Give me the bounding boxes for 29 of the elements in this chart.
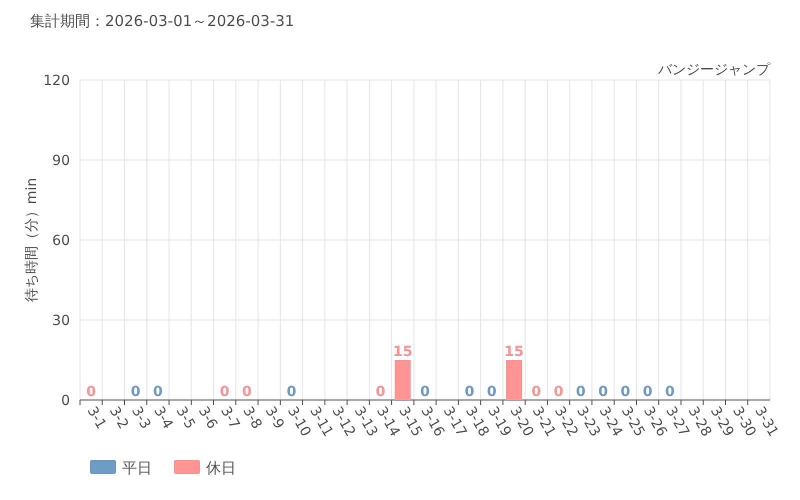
data-label: 0 <box>554 384 564 400</box>
data-label: 0 <box>531 384 542 400</box>
data-label: 0 <box>486 384 497 400</box>
data-label: 0 <box>376 384 386 400</box>
data-label: 0 <box>153 384 164 400</box>
y-tick-label: 90 <box>52 153 70 169</box>
data-label: 0 <box>242 384 252 400</box>
y-tick-label: 120 <box>43 73 70 89</box>
data-label: 0 <box>130 384 141 400</box>
data-label: 0 <box>598 384 608 400</box>
data-label: 0 <box>420 384 430 400</box>
y-tick-label: 0 <box>61 393 70 409</box>
data-label: 0 <box>576 384 586 400</box>
data-label: 15 <box>393 344 412 360</box>
y-axis-title: 待ち時間（分）min <box>24 178 40 302</box>
chart-subtitle: バンジージャンプ <box>657 62 771 78</box>
data-label: 0 <box>642 384 653 400</box>
data-label: 15 <box>504 344 524 360</box>
data-label: 0 <box>464 384 475 400</box>
legend-label: 休日 <box>206 459 236 477</box>
legend-label: 平日 <box>122 459 152 477</box>
y-tick-label: 30 <box>52 313 70 329</box>
data-label: 0 <box>220 384 230 400</box>
data-label: 0 <box>620 384 630 400</box>
y-tick-label: 60 <box>52 233 70 249</box>
data-label: 0 <box>86 384 96 400</box>
data-label: 0 <box>664 384 675 400</box>
chart-title: 集計期間：2026-03-01～2026-03-31 <box>30 12 294 30</box>
data-label: 0 <box>286 384 297 400</box>
